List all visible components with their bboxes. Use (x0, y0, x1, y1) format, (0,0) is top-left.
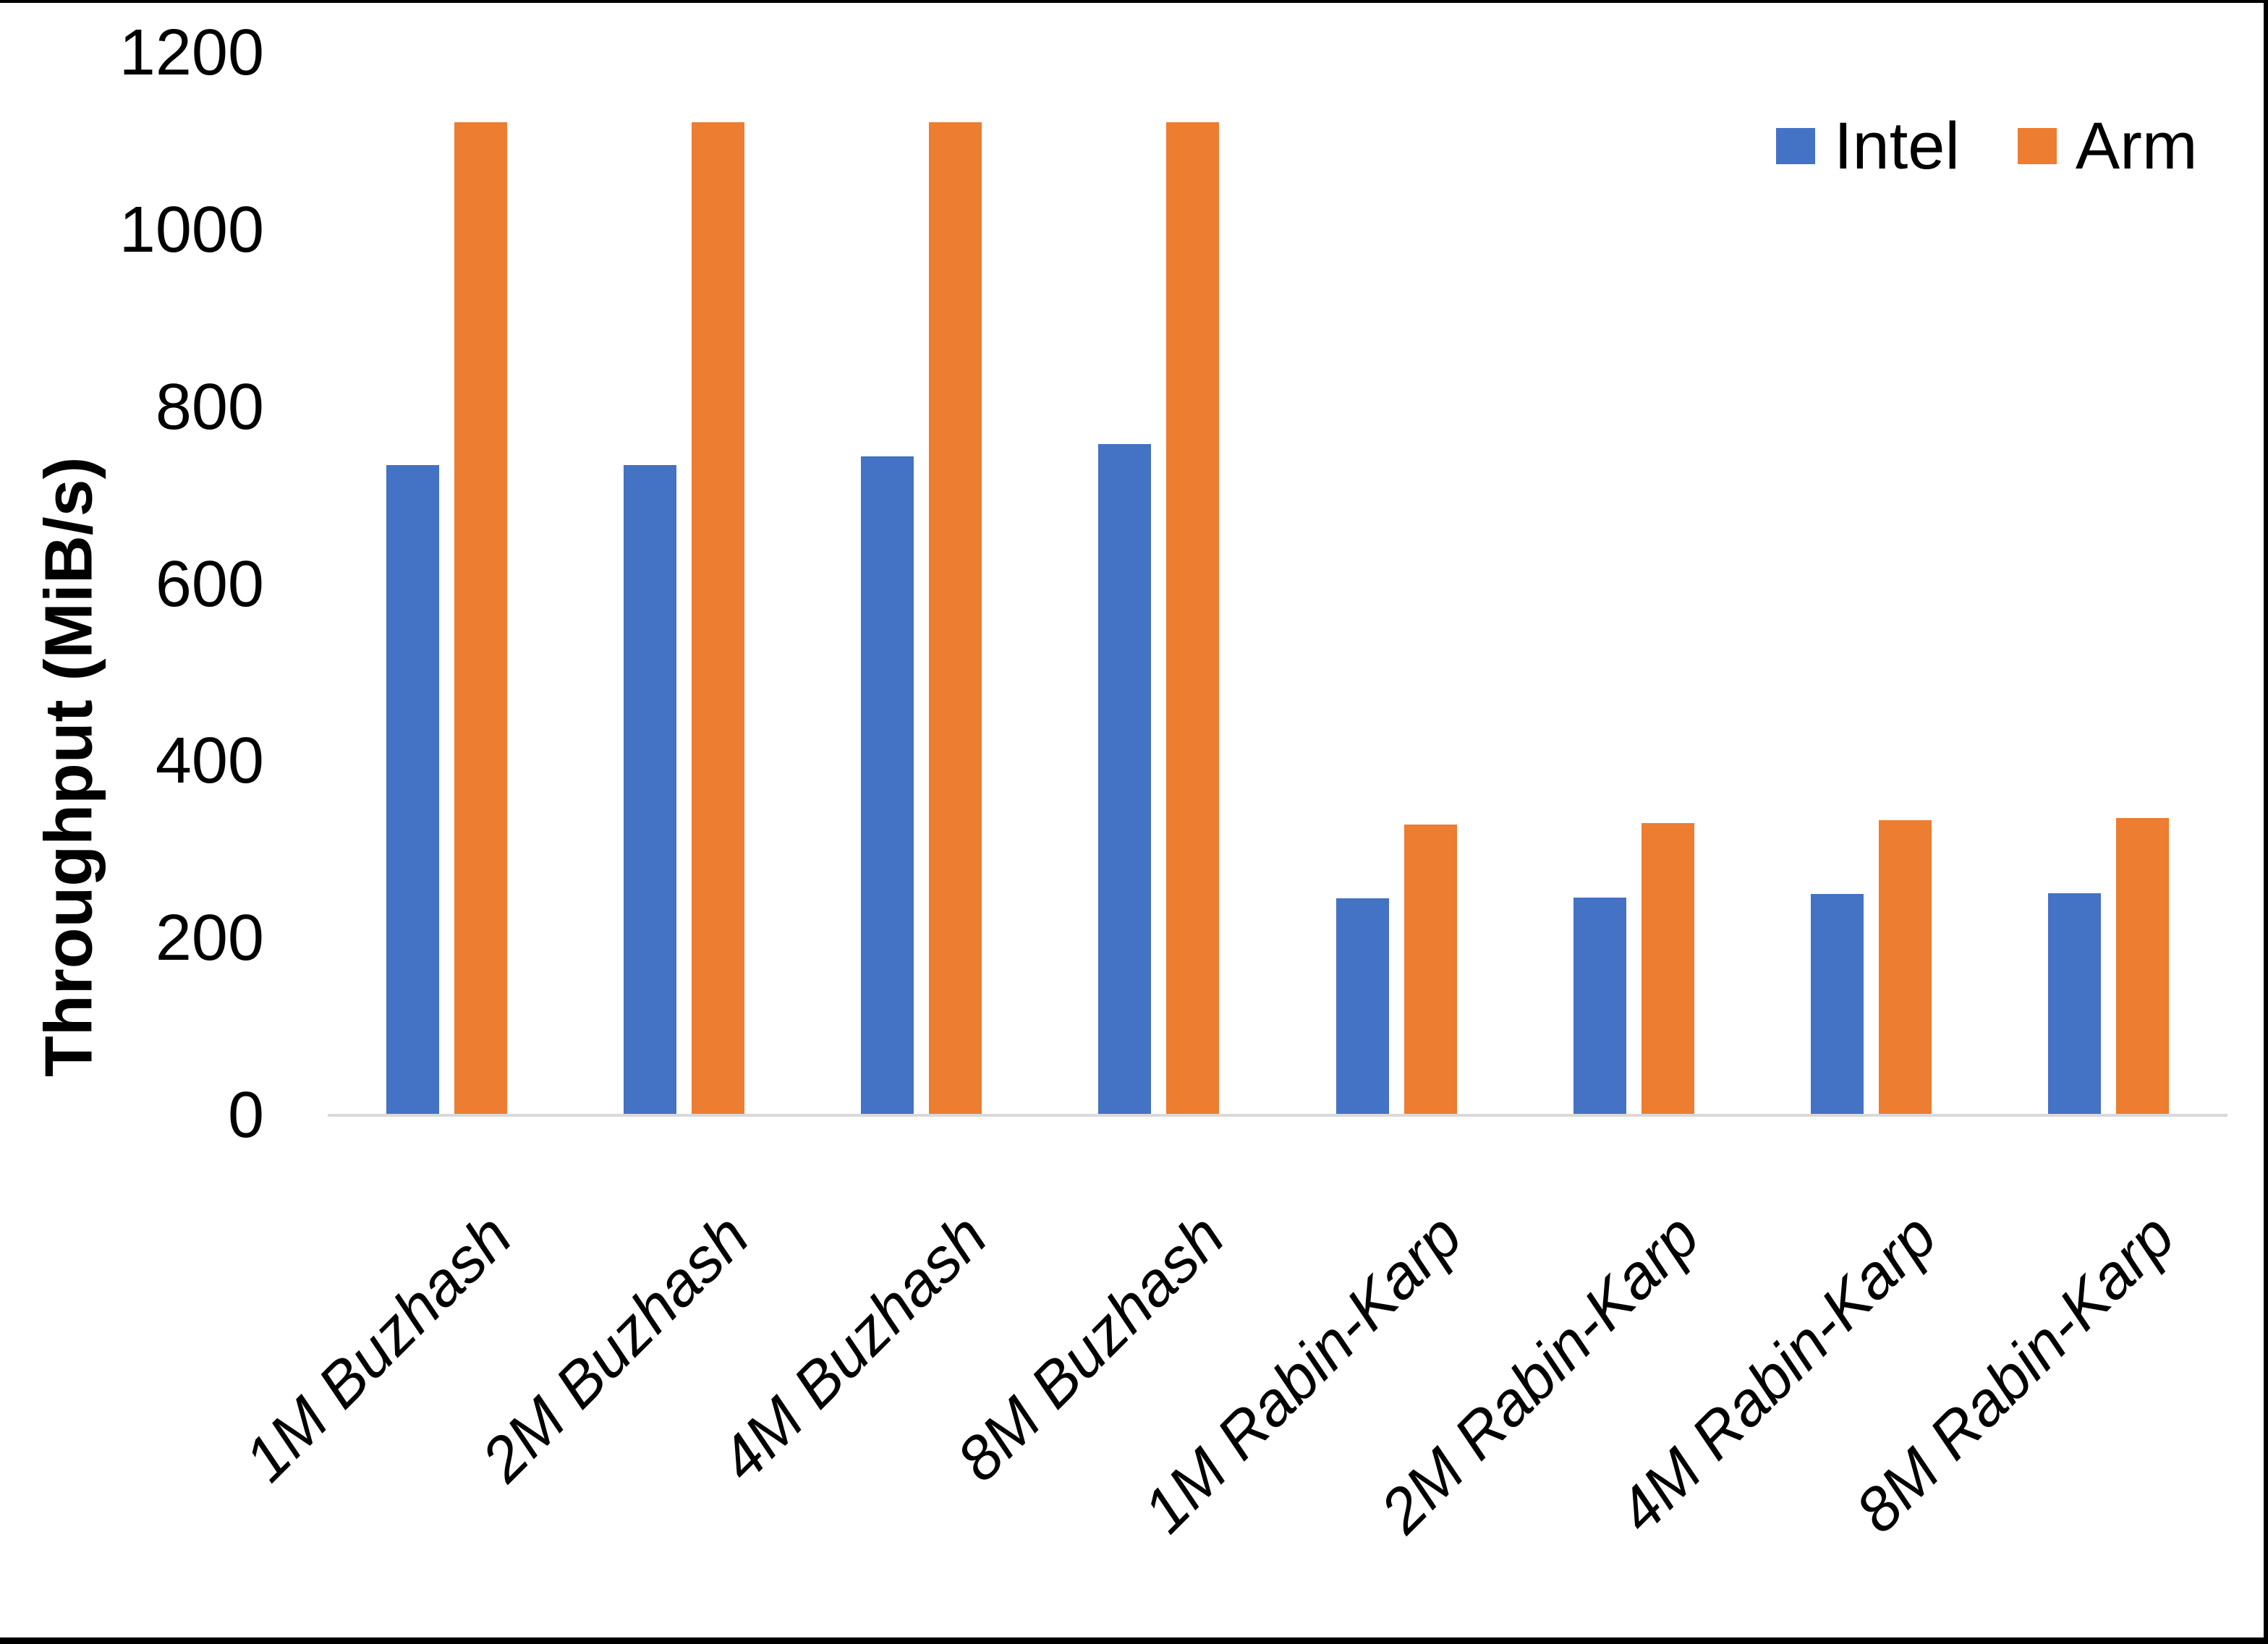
bar-intel-1m-buzhash (386, 465, 439, 1115)
x-label-4m-buzhash: 4M Buzhash (706, 1201, 1001, 1495)
category-slot-2m-rabin-karp (1515, 53, 1752, 1115)
window-border-right (2264, 0, 2268, 1644)
y-tick-label: 200 (155, 902, 264, 975)
bar-intel-8m-buzhash (1098, 444, 1152, 1115)
x-label-1m-buzhash: 1M Buzhash (231, 1201, 525, 1495)
legend-swatch-arm (2017, 128, 2057, 164)
y-tick-label: 600 (155, 548, 264, 621)
legend-swatch-intel (1776, 128, 1815, 164)
bar-arm-1m-buzhash (454, 122, 507, 1115)
bar-arm-8m-buzhash (1166, 122, 1220, 1115)
legend: Intel Arm (1776, 110, 2198, 182)
bar-arm-2m-buzhash (691, 122, 744, 1115)
x-label-2m-rabin-karp: 2M Rabin-Karp (1367, 1201, 1712, 1546)
category-slot-1m-buzhash (328, 53, 565, 1115)
y-axis-tick-labels: 0 200 400 600 800 1000 1200 (0, 0, 264, 1644)
bar-intel-4m-rabin-karp (1811, 893, 1864, 1115)
category-slot-4m-rabin-karp (1753, 53, 1990, 1115)
bar-arm-1m-rabin-karp (1403, 825, 1457, 1115)
window-border-bottom (0, 1637, 2268, 1644)
y-tick-label: 1000 (119, 193, 264, 266)
legend-item-arm: Arm (2017, 109, 2198, 183)
bar-arm-4m-rabin-karp (1879, 820, 1932, 1115)
bar-intel-2m-rabin-karp (1573, 897, 1626, 1115)
bar-arm-8m-rabin-karp (2116, 817, 2170, 1115)
y-tick-label: 1200 (119, 17, 264, 89)
bar-intel-4m-buzhash (861, 456, 914, 1115)
bar-arm-2m-rabin-karp (1641, 823, 1694, 1115)
x-label-2m-buzhash: 2M Buzhash (469, 1201, 763, 1495)
bar-intel-8m-rabin-karp (2048, 893, 2102, 1115)
category-slot-1m-rabin-karp (1278, 53, 1515, 1115)
y-tick-label: 800 (155, 370, 264, 443)
bar-intel-1m-rabin-karp (1335, 898, 1389, 1115)
x-label-1m-rabin-karp: 1M Rabin-Karp (1129, 1201, 1475, 1546)
x-label-8m-buzhash: 8M Buzhash (943, 1201, 1238, 1495)
category-slot-2m-buzhash (565, 53, 802, 1115)
legend-label-arm: Arm (2075, 109, 2198, 183)
x-axis-line (328, 1114, 2227, 1117)
category-slot-8m-buzhash (1040, 53, 1278, 1115)
bar-intel-2m-buzhash (623, 465, 676, 1115)
category-slot-4m-buzhash (803, 53, 1040, 1115)
x-label-4m-rabin-karp: 4M Rabin-Karp (1605, 1201, 1950, 1546)
bar-arm-4m-buzhash (929, 122, 982, 1115)
y-tick-label: 0 (227, 1079, 264, 1151)
legend-label-intel: Intel (1834, 109, 1960, 183)
y-tick-label: 400 (155, 725, 264, 798)
window-border-top (0, 0, 2268, 3)
x-label-8m-rabin-karp: 8M Rabin-Karp (1842, 1201, 2188, 1546)
legend-item-intel: Intel (1776, 110, 1960, 182)
plot-area (328, 53, 2227, 1115)
category-slot-8m-rabin-karp (1990, 53, 2227, 1115)
